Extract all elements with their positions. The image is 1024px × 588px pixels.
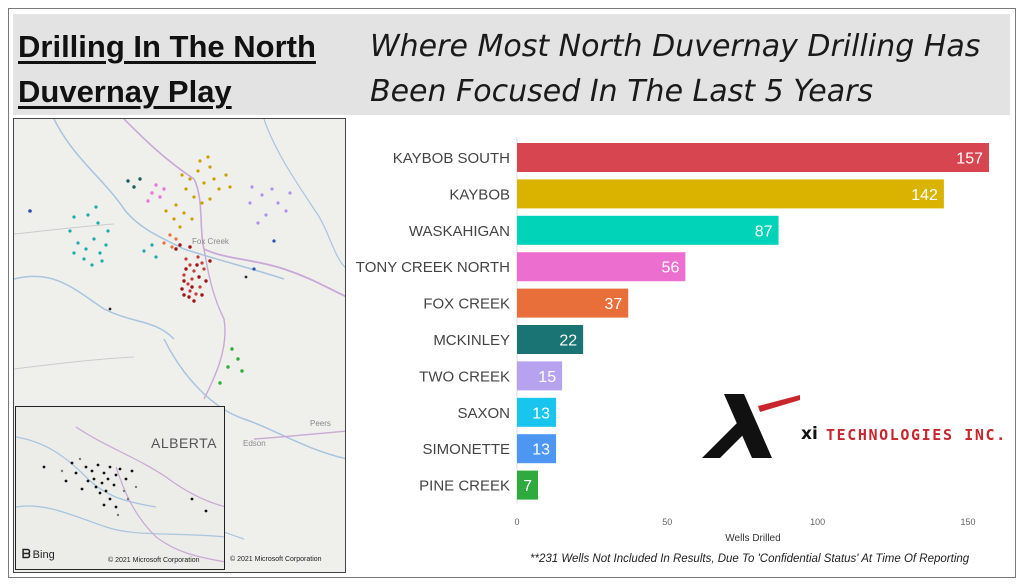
x-tick-label: 100: [810, 517, 825, 527]
bar-kaybob-south[interactable]: [517, 143, 989, 172]
data-label: 13: [532, 442, 550, 459]
bing-label: Bing: [32, 549, 55, 561]
category-label: PINE CREEK: [419, 478, 510, 495]
data-label: 22: [559, 333, 577, 350]
x-tick-label: 0: [514, 517, 519, 527]
data-label: 7: [523, 478, 532, 495]
inset-canvas: [16, 426, 224, 563]
bar-mckinley[interactable]: [517, 325, 584, 354]
footnote: **231 Wells Not Included In Results, Due…: [530, 553, 970, 565]
category-label: FOX CREEK: [423, 296, 510, 313]
category-label: KAYBOB: [449, 186, 510, 203]
x-tick-label: 50: [662, 517, 672, 527]
category-label: SAXON: [457, 405, 510, 422]
inset-copyright: © 2021 Microsoft Corporation: [108, 557, 200, 564]
category-label: MCKINLEY: [433, 332, 510, 349]
category-label: TONY CREEK NORTH: [356, 259, 510, 276]
map-copyright: © 2021 Microsoft Corporation: [230, 556, 322, 563]
data-label: 87: [755, 223, 773, 240]
bar-kaybob[interactable]: [517, 179, 944, 209]
bing-attribution: ᗷ Bing: [22, 547, 55, 562]
map-label-edson: Edson: [243, 439, 266, 448]
bar-waskahigan[interactable]: [517, 215, 779, 245]
bar-tony-creek-north[interactable]: [517, 252, 686, 282]
xi-technologies-logo: xi TECHNOLOGIES INC.: [700, 392, 1010, 462]
category-label: WASKAHIGAN: [409, 223, 510, 240]
x-tick-label: 150: [960, 517, 975, 527]
logo-mark: xi: [801, 424, 818, 444]
data-label: 142: [911, 187, 938, 204]
bar-pine-creek[interactable]: [517, 470, 539, 500]
bar-fox-creek[interactable]: [517, 288, 629, 318]
wells-drilled-bar-chart: KAYBOB SOUTH 157 KAYBOB 142 WASKAHIGAN 87 TONY…: [356, 132, 1014, 552]
inset-region-label: ALBERTA: [151, 435, 218, 451]
bar-simonette[interactable]: [517, 434, 557, 464]
header-banner: [13, 14, 1010, 115]
data-label: 37: [604, 296, 622, 313]
map-label-fox-creek: Fox Creek: [192, 237, 229, 246]
page-subtitle: Where Most North Duvernay Drilling Has B…: [370, 29, 981, 109]
bar-two-creek[interactable]: [517, 361, 563, 391]
category-label: TWO CREEK: [419, 368, 510, 385]
data-label: 15: [538, 369, 556, 386]
alberta-inset-map[interactable]: ALBERTA ᗷ Bing © 2021 Microsoft Corporati…: [15, 406, 225, 570]
xi-logo-icon: [702, 394, 804, 458]
data-label: 56: [662, 260, 680, 277]
bing-icon: ᗷ: [22, 547, 31, 561]
category-label: KAYBOB SOUTH: [393, 150, 510, 167]
logo-text: TECHNOLOGIES INC.: [826, 426, 1007, 444]
data-label: 157: [956, 151, 983, 168]
category-label: SIMONETTE: [422, 441, 510, 458]
bar-saxon[interactable]: [517, 397, 557, 427]
map-label-peers: Peers: [310, 419, 331, 428]
page-title: Drilling In The North Duvernay Play: [18, 29, 316, 109]
data-label: 13: [532, 405, 550, 422]
x-axis-title: Wells Drilled: [725, 533, 780, 544]
